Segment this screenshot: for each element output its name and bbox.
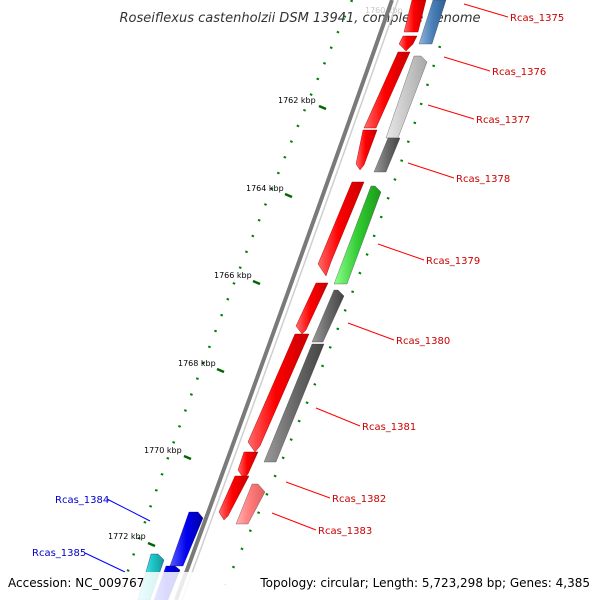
- gene-rcas-1379-fwd[interactable]: [317, 181, 365, 277]
- topology-info: Topology: circular; Length: 5,723,298 bp…: [259, 576, 590, 590]
- gene-rcas-1378-rev[interactable]: [373, 137, 401, 173]
- label-rcas-1384[interactable]: Rcas_1384: [55, 495, 109, 506]
- label-rcas-1378[interactable]: Rcas_1378: [456, 174, 510, 185]
- label-connectors: [271, 3, 509, 531]
- tick-label-1766: 1766 kbp: [214, 271, 252, 280]
- hidden-tick-label: 1760 kbp: [365, 6, 403, 15]
- label-rcas-1376[interactable]: Rcas_1376: [492, 67, 546, 78]
- label-rcas-1381[interactable]: Rcas_1381: [362, 422, 416, 433]
- backbone-outer: [174, 0, 394, 600]
- gene-rcas-1377-rev[interactable]: [385, 55, 428, 139]
- gene-labels: Rcas_1375 Rcas_1376 Rcas_1377 Rcas_1378 …: [32, 13, 564, 559]
- gene-rcas-1384[interactable]: [169, 511, 204, 567]
- tick-ring-dots: [116, 0, 354, 600]
- gene-rcas-1382-fwd[interactable]: [237, 451, 259, 480]
- gene-rcas-1375-rev[interactable]: [418, 0, 447, 45]
- gene-rcas-1383-fwd[interactable]: [218, 475, 250, 521]
- accession-label: Accession: NC_009767: [8, 576, 144, 590]
- forward-strand-genes: [218, 0, 427, 521]
- gene-rcas-1380-fwd[interactable]: [295, 282, 329, 335]
- label-rcas-1377[interactable]: Rcas_1377: [476, 115, 530, 126]
- gene-rcas-1380-rev[interactable]: [311, 289, 345, 343]
- backbone-inner: [181, 0, 399, 600]
- gene-rcas-1383-rev[interactable]: [235, 483, 266, 525]
- label-rcas-1383[interactable]: Rcas_1383: [318, 526, 372, 537]
- footer-backdrop: [0, 572, 600, 600]
- tick-label-1772: 1772 kbp: [108, 532, 146, 541]
- gene-rcas-1381-fwd[interactable]: [247, 333, 310, 453]
- label-rcas-1380[interactable]: Rcas_1380: [396, 336, 450, 347]
- label-rcas-1382[interactable]: Rcas_1382: [332, 494, 386, 505]
- label-rcas-1385[interactable]: Rcas_1385: [32, 548, 86, 559]
- label-connectors-reverse: [84, 498, 151, 573]
- tick-label-1762: 1762 kbp: [278, 96, 316, 105]
- label-rcas-1375[interactable]: Rcas_1375: [510, 13, 564, 24]
- reverse-strand-genes: [235, 0, 447, 525]
- major-tick-marks: [147, 104, 327, 548]
- tick-label-1770: 1770 kbp: [144, 446, 182, 455]
- gene-rcas-1375[interactable]: [403, 0, 427, 33]
- gene-rcas-1379-rev[interactable]: [333, 185, 382, 285]
- gene-arrow-small[interactable]: [398, 35, 418, 52]
- tick-label-1764: 1764 kbp: [246, 184, 284, 193]
- gene-rcas-1377[interactable]: [355, 129, 378, 171]
- label-rcas-1379[interactable]: Rcas_1379: [426, 256, 480, 267]
- gene-rcas-1381-rev[interactable]: [263, 343, 325, 463]
- tick-label-1768: 1768 kbp: [178, 359, 216, 368]
- gene-rcas-1376[interactable]: [363, 51, 411, 129]
